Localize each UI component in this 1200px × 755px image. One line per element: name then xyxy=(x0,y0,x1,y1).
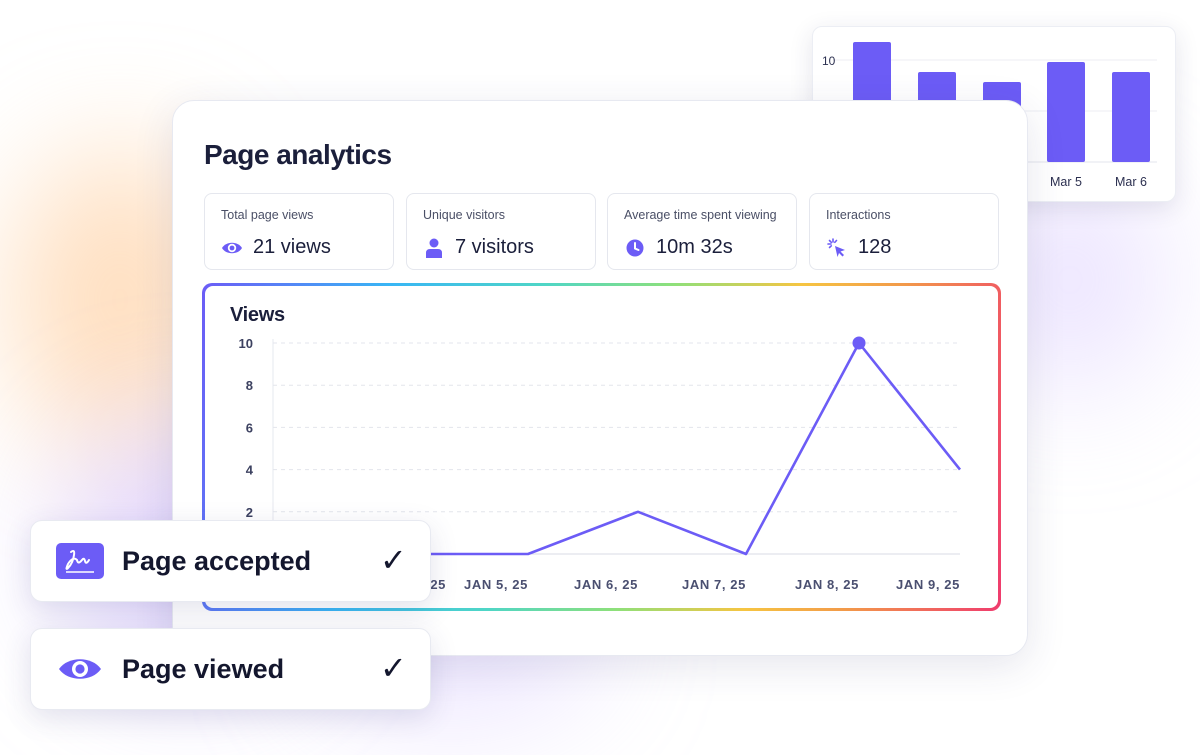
y-tick-label: 8 xyxy=(246,378,253,393)
y-tick-label: 2 xyxy=(246,505,253,520)
y-tick-label: 4 xyxy=(246,463,254,478)
stat-label: Average time spent viewing xyxy=(624,208,777,222)
views-chart-frame: Views 2 4 6 8 10 25 JAN 5, 25 JAN 6, 25 JAN 7, 2… xyxy=(202,283,1001,611)
stat-value: 7 visitors xyxy=(455,236,534,258)
stat-label: Interactions xyxy=(826,208,891,222)
x-tick-label: JAN 6, 25 xyxy=(574,577,638,592)
series-line-views xyxy=(275,341,962,556)
stat-value: 21 views xyxy=(253,236,331,258)
stat-interactions[interactable]: Interactions 128 xyxy=(809,193,999,270)
page-title: Page analytics xyxy=(204,139,392,170)
x-tick-label: Mar 6 xyxy=(1115,175,1147,189)
notification-label: Page accepted xyxy=(122,546,312,576)
x-tick-label: JAN 9, 25 xyxy=(896,577,960,592)
eye-icon xyxy=(221,237,243,259)
y-tick-label: 6 xyxy=(246,420,253,435)
check-icon: ✓ xyxy=(380,541,407,579)
check-icon: ✓ xyxy=(380,649,407,687)
bar xyxy=(1047,62,1085,162)
x-tick-label: JAN 5, 25 xyxy=(464,577,528,592)
bar xyxy=(1112,72,1150,162)
y-tick-label: 10 xyxy=(239,336,253,351)
eye-icon xyxy=(56,651,104,687)
y-tick-label: 10 xyxy=(822,54,836,68)
stat-average-time[interactable]: Average time spent viewing 10m 32s xyxy=(607,193,797,270)
stat-total-page-views[interactable]: Total page views 21 views xyxy=(204,193,394,270)
highlight-point xyxy=(852,336,866,350)
signature-icon xyxy=(56,543,104,579)
notification-page-accepted: Page accepted ✓ xyxy=(30,520,431,602)
person-icon xyxy=(423,237,445,259)
stat-unique-visitors[interactable]: Unique visitors 7 visitors xyxy=(406,193,596,270)
notification-page-viewed: Page viewed ✓ xyxy=(30,628,431,710)
click-icon xyxy=(826,237,848,259)
stat-value: 10m 32s xyxy=(656,236,733,258)
x-tick-label: JAN 8, 25 xyxy=(795,577,859,592)
x-tick-label: Mar 5 xyxy=(1050,175,1082,189)
notification-label: Page viewed xyxy=(122,654,285,684)
chart-title: Views xyxy=(230,304,285,326)
clock-icon xyxy=(624,237,646,259)
stat-value: 128 xyxy=(858,236,892,258)
x-tick-label: 25 xyxy=(430,577,446,592)
stat-label: Total page views xyxy=(221,208,314,222)
stat-label: Unique visitors xyxy=(423,208,505,222)
x-tick-label: JAN 7, 25 xyxy=(682,577,746,592)
